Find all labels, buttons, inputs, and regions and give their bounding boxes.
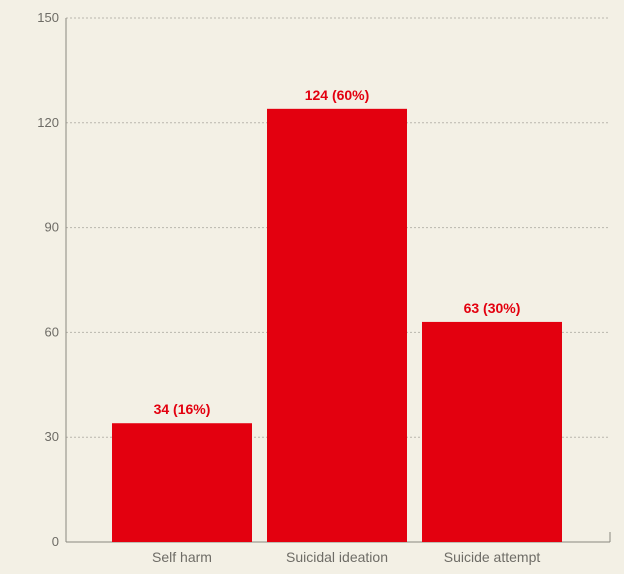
- data-label: 124 (60%): [305, 87, 370, 103]
- bar: [112, 423, 252, 542]
- x-tick-label: Suicide attempt: [444, 549, 541, 565]
- x-tick-label: Self harm: [152, 549, 212, 565]
- bar: [422, 321, 562, 542]
- y-tick-label: 0: [52, 534, 59, 549]
- bars: [112, 108, 562, 543]
- y-tick-label: 150: [37, 10, 59, 25]
- y-tick-label: 30: [45, 429, 59, 444]
- data-label: 63 (30%): [464, 300, 521, 316]
- y-tick-label: 90: [45, 220, 59, 235]
- y-tick-label: 60: [45, 324, 59, 339]
- y-tick-labels: 0 30 60 90 120 150: [37, 10, 59, 549]
- data-labels: 34 (16%) 124 (60%) 63 (30%): [154, 87, 521, 417]
- x-tick-labels: Self harm Suicidal ideation Suicide attemp…: [152, 549, 540, 565]
- bar: [267, 108, 407, 543]
- data-label: 34 (16%): [154, 401, 211, 417]
- y-tick-label: 120: [37, 115, 59, 130]
- x-tick-label: Suicidal ideation: [286, 549, 388, 565]
